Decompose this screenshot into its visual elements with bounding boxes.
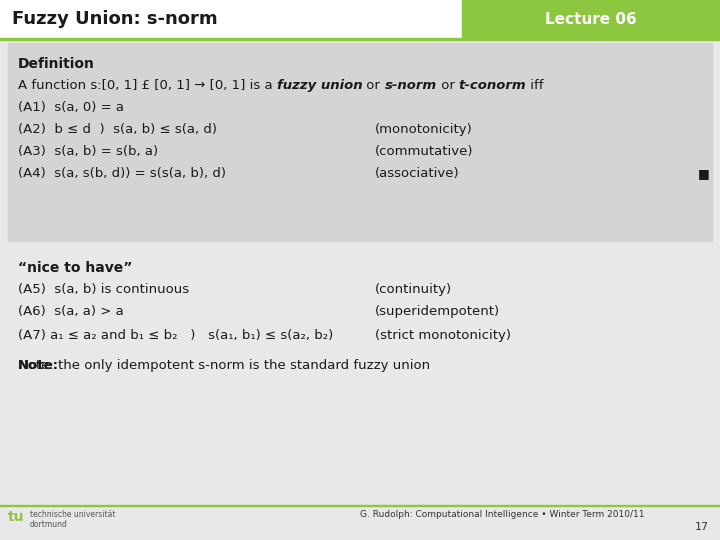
Text: ■: ■ [698, 167, 710, 180]
Text: (associative): (associative) [375, 167, 459, 180]
Text: (monotonicity): (monotonicity) [375, 123, 473, 136]
Text: 17: 17 [695, 522, 709, 532]
Text: Note: the only idempotent s-norm is the standard fuzzy union: Note: the only idempotent s-norm is the … [18, 359, 430, 372]
Text: tu: tu [8, 510, 24, 524]
Text: (A4)  s(a, s(b, d)) = s(s(a, b), d): (A4) s(a, s(b, d)) = s(s(a, b), d) [18, 167, 226, 180]
Text: (A6)  s(a, a) > a: (A6) s(a, a) > a [18, 305, 124, 318]
Text: or: or [437, 79, 459, 92]
Bar [0, 0, 720, 38]
Text: Fuzzy Union: s-norm: Fuzzy Union: s-norm [12, 10, 217, 28]
Text: (commutative): (commutative) [375, 145, 474, 158]
Text: (A3)  s(a, b) = s(b, a): (A3) s(a, b) = s(b, a) [18, 145, 158, 158]
Text: (A2)  b ≤ d  )  s(a, b) ≤ s(a, d): (A2) b ≤ d ) s(a, b) ≤ s(a, d) [18, 123, 217, 136]
Text: “nice to have”: “nice to have” [18, 261, 132, 275]
Text: (A1)  s(a, 0) = a: (A1) s(a, 0) = a [18, 101, 124, 114]
Text: Lecture 06: Lecture 06 [545, 11, 637, 26]
Bar [0, 504, 720, 506]
Bar [462, 0, 720, 38]
Text: or: or [362, 79, 384, 92]
Text: (continuity): (continuity) [375, 283, 452, 296]
Text: (A7) a₁ ≤ a₂ and b₁ ≤ b₂   )   s(a₁, b₁) ≤ s(a₂, b₂): (A7) a₁ ≤ a₂ and b₁ ≤ b₂ ) s(a₁, b₁) ≤ s… [18, 329, 333, 342]
Bar [8, 43, 712, 241]
Text: t-conorm: t-conorm [459, 79, 526, 92]
Text: s-norm: s-norm [384, 79, 437, 92]
Text: iff: iff [526, 79, 544, 92]
Text: (strict monotonicity): (strict monotonicity) [375, 329, 511, 342]
Bar [0, 38, 720, 40]
Text: A function s:[0, 1] £ [0, 1] → [0, 1] is a: A function s:[0, 1] £ [0, 1] → [0, 1] is… [18, 79, 277, 92]
Text: Definition: Definition [18, 57, 95, 71]
Text: (A5)  s(a, b) is continuous: (A5) s(a, b) is continuous [18, 283, 189, 296]
Text: technische universität
dortmund: technische universität dortmund [30, 510, 115, 529]
Text: fuzzy union: fuzzy union [277, 79, 362, 92]
Text: G. Rudolph: Computational Intelligence • Winter Term 2010/11: G. Rudolph: Computational Intelligence •… [360, 510, 644, 519]
Text: Note:: Note: [18, 359, 59, 372]
Text: (superidempotent): (superidempotent) [375, 305, 500, 318]
